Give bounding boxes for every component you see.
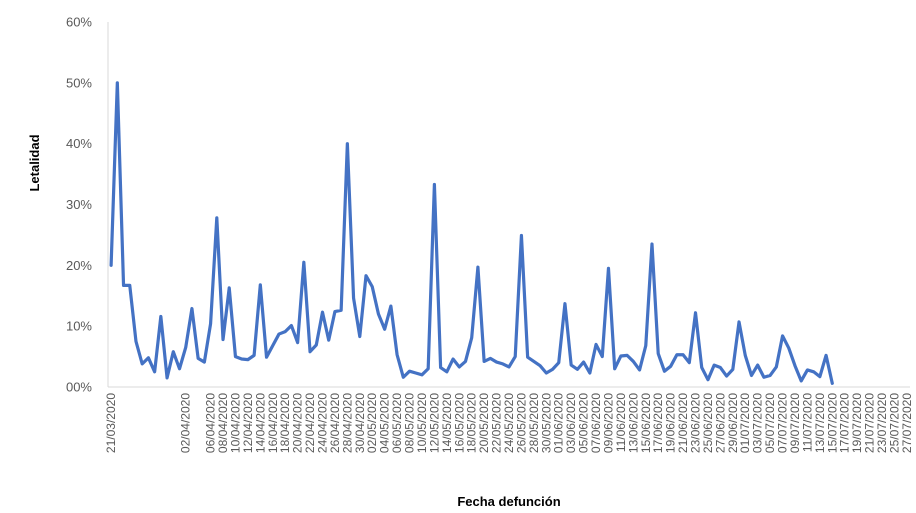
series-line [109,81,834,385]
x-tick-label: 20/05/2020 [477,393,491,453]
x-tick-label: 22/04/2020 [303,393,317,453]
x-axis: 21/03/2020 02/04/2020 06/04/202008/04/2020… [104,386,914,453]
x-tick-label: 27/06/2020 [713,393,727,453]
x-tick-label: 09/06/2020 [601,393,615,453]
x-tick-label: 12/04/2020 [241,393,255,453]
x-tick-label: 25/06/2020 [701,393,715,453]
x-tick-label: 26/05/2020 [514,393,528,453]
x-tick-label: 30/05/2020 [539,393,553,453]
x-tick-label: 11/07/2020 [800,393,814,452]
x-tick-label: 09/07/2020 [788,393,802,453]
x-tick-label: 06/04/2020 [204,393,218,453]
x-tick-label: 01/06/2020 [552,393,566,453]
x-tick-label: 28/05/2020 [527,393,541,453]
x-tick-label: 14/05/2020 [440,393,454,453]
y-tick-label: 30% [66,197,92,212]
x-tick-label: 02/04/2020 [179,393,193,453]
x-tick-label: 15/06/2020 [639,393,653,453]
x-tick-label: 27/07/2020 [900,393,914,453]
x-tick-label: 21/07/2020 [863,393,877,453]
x-tick-label: 05/06/2020 [577,393,591,453]
x-tick-label: 08/05/2020 [403,393,417,453]
x-tick-label: 24/05/2020 [502,393,516,453]
x-tick-label: 03/06/2020 [564,393,578,453]
x-tick-label: 28/04/2020 [340,393,354,453]
x-tick-label: 19/07/2020 [850,393,864,453]
x-tick-label: 18/05/2020 [465,393,479,453]
x-axis-title: Fecha defunción [457,494,560,509]
x-tick-label: 18/04/2020 [278,393,292,453]
x-tick-label: 17/07/2020 [838,393,852,453]
x-tick-label: 21/03/2020 [104,393,118,453]
x-tick-label: 04/05/2020 [378,393,392,453]
x-tick-label: 25/07/2020 [887,393,901,453]
x-tick-label: 15/07/2020 [825,393,839,453]
x-tick-label: 19/06/2020 [664,393,678,453]
x-tick-label: 17/06/2020 [651,393,665,453]
x-tick-label: 29/06/2020 [726,393,740,453]
x-tick-label: 02/05/2020 [365,393,379,453]
x-tick-label: 06/05/2020 [390,393,404,453]
y-axis-title: Letalidad [27,134,42,191]
y-tick-label: 50% [66,75,92,90]
x-tick-label: 05/07/2020 [763,393,777,453]
x-tick-label: 13/07/2020 [813,393,827,453]
y-axis: 00% 10% 20% 30% 40% 50% 60% [66,15,109,395]
x-tick-label: 30/04/2020 [353,393,367,453]
x-tick-label: 21/06/2020 [676,393,690,453]
x-tick-label: 07/07/2020 [776,393,790,453]
x-tick-label: 26/04/2020 [328,393,342,453]
x-tick-label: 10/04/2020 [228,393,242,453]
plot-area [109,81,834,385]
x-tick-label: 23/06/2020 [689,393,703,453]
x-tick-label: 12/05/2020 [427,393,441,453]
x-tick-label: 03/07/2020 [751,393,765,453]
x-tick-label: 16/04/2020 [266,393,280,453]
y-tick-label: 10% [66,319,92,334]
x-tick-label: 13/06/2020 [626,393,640,453]
x-tick-label: 22/05/2020 [490,393,504,453]
x-tick-label: 08/04/2020 [216,393,230,453]
y-tick-label: 20% [66,258,92,273]
x-tick-label: 20/04/2020 [291,393,305,453]
x-tick-label: 11/06/2020 [614,393,628,452]
x-tick-label: 07/06/2020 [589,393,603,453]
x-tick-label: 14/04/2020 [253,393,267,453]
x-tick-label: 16/05/2020 [452,393,466,453]
x-tick-label: 10/05/2020 [415,393,429,453]
x-tick-label: 24/04/2020 [315,393,329,453]
y-tick-label: 40% [66,136,92,151]
y-tick-label: 00% [66,380,92,395]
y-tick-label: 60% [66,15,92,30]
x-tick-label: 01/07/2020 [738,393,752,453]
x-tick-label: 23/07/2020 [875,393,889,453]
